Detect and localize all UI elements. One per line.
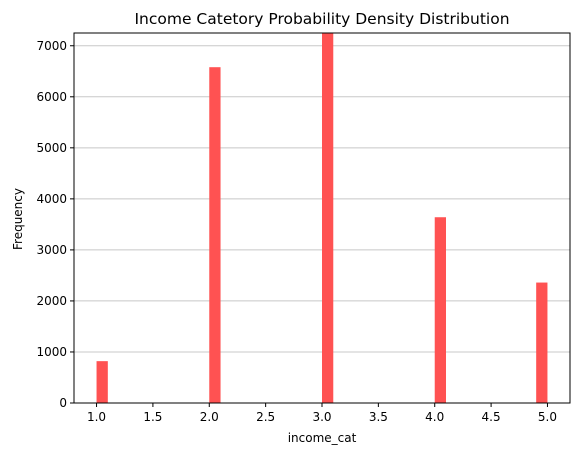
x-axis-label: income_cat	[288, 431, 357, 445]
x-tick-label: 4.0	[425, 410, 444, 424]
y-axis-ticks: 0 1000 2000 3000 4000 5000 6000 7000	[36, 39, 74, 410]
x-tick-label: 2.0	[200, 410, 219, 424]
y-tick-label: 3000	[36, 243, 67, 257]
y-tick-label: 6000	[36, 90, 67, 104]
histogram-bar	[209, 67, 221, 403]
histogram-bar	[536, 282, 548, 403]
histogram-bar	[322, 33, 334, 403]
x-axis-ticks: 1.0 1.5 2.0 2.5 3.0 3.5 4.0 4.5 5.0	[87, 403, 557, 424]
chart-title: Income Catetory Probability Density Dist…	[134, 10, 509, 28]
x-tick-label: 5.0	[538, 410, 557, 424]
y-tick-label: 7000	[36, 39, 67, 53]
y-axis-label: Frequency	[11, 188, 25, 250]
x-tick-label: 3.5	[369, 410, 388, 424]
bars	[96, 33, 548, 403]
y-tick-label: 4000	[36, 192, 67, 206]
x-tick-label: 1.0	[87, 410, 106, 424]
x-tick-label: 1.5	[143, 410, 162, 424]
y-tick-label: 0	[59, 396, 67, 410]
x-tick-label: 4.5	[482, 410, 501, 424]
y-tick-label: 5000	[36, 141, 67, 155]
histogram-bar	[96, 361, 108, 403]
y-tick-label: 1000	[36, 345, 67, 359]
y-tick-label: 2000	[36, 294, 67, 308]
x-tick-label: 2.5	[256, 410, 275, 424]
x-tick-label: 3.0	[312, 410, 331, 424]
histogram-bar	[434, 217, 446, 403]
